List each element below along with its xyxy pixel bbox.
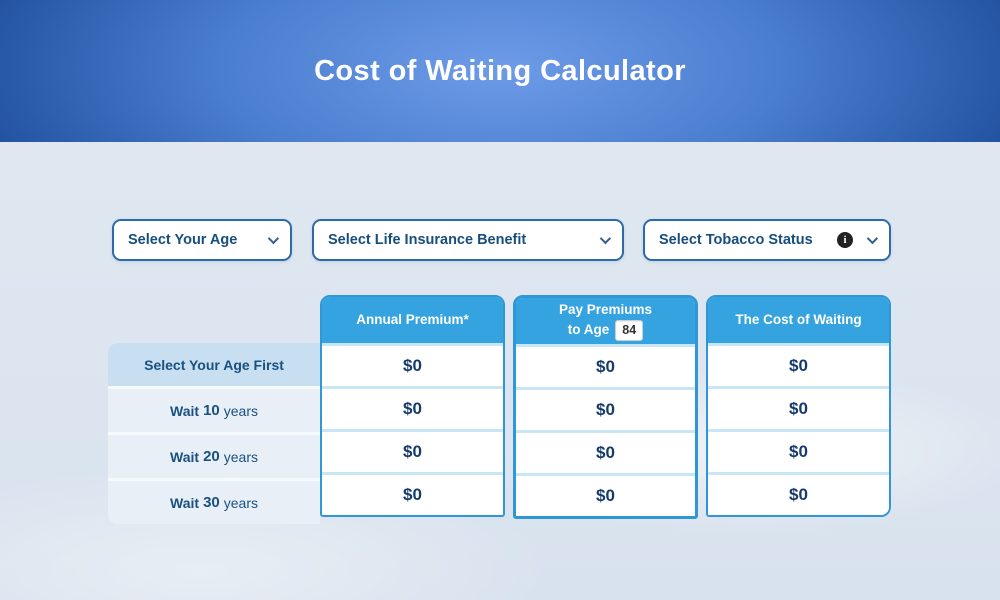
column-annual-premium: Annual Premium* $0 $0 $0 $0: [320, 295, 505, 517]
table-cell: $0: [708, 386, 889, 429]
tobacco-select-label: Select Tobacco Status: [659, 232, 813, 248]
wait-prefix: Wait: [170, 448, 200, 465]
age-select-label: Select Your Age: [128, 232, 238, 248]
benefit-select-label: Select Life Insurance Benefit: [328, 232, 527, 248]
column-header-annual-premium: Annual Premium*: [322, 297, 503, 343]
column-cost-of-waiting: The Cost of Waiting $0 $0 $0 $0: [706, 295, 891, 517]
row-label-select-age-first: Select Your Age First: [108, 343, 320, 386]
info-icon[interactable]: i: [837, 232, 853, 248]
table-cell: $0: [516, 344, 695, 387]
row-label-text: Select Your Age First: [144, 356, 284, 373]
wait-prefix: Wait: [170, 494, 200, 511]
wait-prefix: Wait: [170, 402, 200, 419]
table-cell: $0: [322, 343, 503, 386]
page-title: Cost of Waiting Calculator: [314, 54, 686, 87]
column-header-line2: to Age: [567, 322, 610, 337]
row-label-wait-20-years: Wait 20 years: [108, 435, 320, 478]
table-cell: $0: [322, 429, 503, 472]
column-header-line1: Pay Premiums: [558, 302, 653, 318]
wait-years-number: 30: [203, 494, 220, 511]
table-cell: $0: [322, 386, 503, 429]
column-header-text: The Cost of Waiting: [735, 311, 862, 327]
chevron-down-icon: [866, 232, 879, 245]
page-header: Cost of Waiting Calculator: [0, 0, 1000, 142]
row-label-wait-10-years: Wait 10 years: [108, 389, 320, 432]
chevron-down-icon: [267, 232, 280, 245]
table-cell: $0: [516, 430, 695, 473]
table-cell: $0: [708, 429, 889, 472]
table-cell: $0: [516, 387, 695, 430]
wait-suffix: years: [223, 494, 258, 511]
cost-of-waiting-table: Select Your Age First Wait 10 years Wait…: [108, 295, 1000, 524]
wait-suffix: years: [223, 448, 258, 465]
age-value-field[interactable]: 84: [615, 319, 644, 341]
wait-years-number: 10: [203, 402, 220, 419]
row-label-wait-30-years: Wait 30 years: [108, 481, 320, 524]
table-cell: $0: [708, 472, 889, 515]
column-header-cost-of-waiting: The Cost of Waiting: [708, 297, 889, 343]
wait-suffix: years: [223, 402, 258, 419]
table-cell: $0: [322, 472, 503, 515]
column-pay-premiums-to-age: Pay Premiums to Age 84 $0 $0 $0 $0: [513, 295, 698, 519]
table-cell: $0: [516, 473, 695, 516]
chevron-down-icon: [599, 232, 612, 245]
tobacco-select-dropdown[interactable]: Select Tobacco Status i: [643, 219, 891, 261]
column-header-pay-premiums: Pay Premiums to Age 84: [516, 298, 695, 344]
column-header-text: Annual Premium*: [356, 311, 469, 327]
filter-bar: Select Your Age Select Life Insurance Be…: [112, 219, 1000, 261]
benefit-select-dropdown[interactable]: Select Life Insurance Benefit: [312, 219, 624, 261]
table-cell: $0: [708, 343, 889, 386]
row-label-column: Select Your Age First Wait 10 years Wait…: [108, 343, 320, 524]
wait-years-number: 20: [203, 448, 220, 465]
age-select-dropdown[interactable]: Select Your Age: [112, 219, 292, 261]
